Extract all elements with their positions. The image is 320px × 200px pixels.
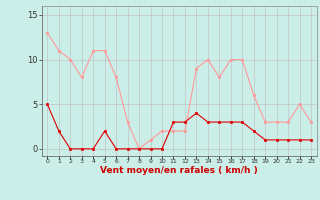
X-axis label: Vent moyen/en rafales ( km/h ): Vent moyen/en rafales ( km/h ) [100, 166, 258, 175]
